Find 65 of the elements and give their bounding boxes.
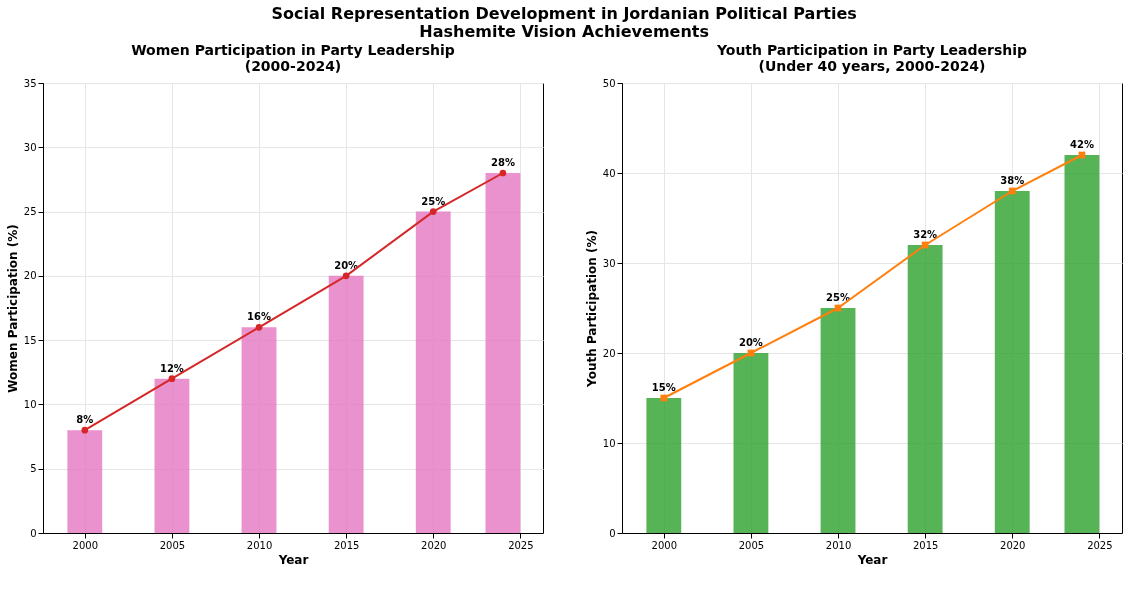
- bar: [154, 378, 190, 533]
- y-tick-label: 10: [602, 437, 616, 449]
- data-label: 25%: [421, 195, 446, 207]
- x-axis-title: Year: [856, 552, 888, 567]
- bar: [907, 245, 943, 533]
- y-tick-label: 5: [30, 463, 37, 475]
- data-label: 38%: [1000, 175, 1025, 186]
- y-tick-label: 30: [602, 257, 616, 269]
- data-label: 16%: [247, 311, 271, 323]
- x-tick-label: 2005: [159, 539, 186, 551]
- data-label: 32%: [913, 229, 938, 240]
- point: [342, 272, 350, 280]
- point: [499, 169, 507, 177]
- x-tick-label: 2025: [1087, 539, 1113, 551]
- y-axis-title: Youth Participation (%): [584, 230, 599, 388]
- x-tick-label: 2010: [825, 539, 852, 551]
- point: [1008, 187, 1016, 195]
- x-tick-label: 2020: [421, 539, 447, 551]
- bar: [241, 327, 277, 533]
- bar: [415, 211, 451, 533]
- text: Social Representation Development in Jordanian Political Parties Hashemite Vision Achievements: [271, 3, 857, 41]
- data-label: 28%: [490, 157, 515, 168]
- y-tick-label: 15: [23, 334, 37, 346]
- y-tick-label: 30: [23, 141, 37, 153]
- x-tick-label: 2020: [1000, 539, 1026, 551]
- y-tick-label: 40: [602, 167, 616, 179]
- bar: [485, 173, 521, 533]
- y-axis-title: Women Participation (%): [5, 224, 20, 393]
- data-label: 25%: [826, 292, 850, 303]
- x-tick-label: 2025: [508, 539, 534, 551]
- data-label: 8%: [76, 414, 94, 426]
- y-tick-label: 50: [602, 77, 616, 89]
- bar: [1064, 155, 1100, 533]
- x-tick-label: 2010: [246, 539, 273, 551]
- chart-title: Youth Participation in Party Leadership (Under 40 years, 2000-2024): [715, 42, 1028, 74]
- data-label: 12%: [159, 362, 184, 374]
- bar: [820, 308, 856, 533]
- x-tick-label: 2000: [651, 539, 678, 551]
- chart-title: Women Participation in Party Leadership (2000-2024): [131, 42, 455, 74]
- point: [255, 323, 263, 331]
- y-tick-label: 35: [23, 77, 37, 89]
- bar: [328, 275, 364, 533]
- y-tick-label: 25: [23, 206, 37, 218]
- data-label: 15%: [651, 382, 676, 393]
- y-tick-label: 10: [23, 398, 37, 410]
- data-label: 42%: [1069, 139, 1094, 150]
- data-label: 20%: [334, 259, 359, 271]
- x-tick-label: 2005: [738, 539, 765, 551]
- y-tick-label: 0: [609, 527, 616, 539]
- point: [81, 426, 89, 434]
- y-tick-label: 0: [30, 527, 37, 539]
- data-label: 20%: [738, 337, 763, 348]
- x-axis-title: Year: [277, 552, 309, 567]
- bar: [994, 191, 1030, 533]
- y-tick-label: 20: [23, 270, 37, 282]
- bar: [67, 430, 103, 533]
- y-tick-label: 20: [602, 347, 616, 359]
- x-tick-label: 2015: [333, 539, 360, 551]
- point: [660, 394, 668, 402]
- point: [429, 208, 437, 215]
- bar: [733, 353, 769, 533]
- point: [168, 375, 176, 383]
- bar: [646, 398, 682, 533]
- x-tick-label: 2000: [72, 539, 99, 551]
- x-tick-label: 2015: [912, 539, 939, 551]
